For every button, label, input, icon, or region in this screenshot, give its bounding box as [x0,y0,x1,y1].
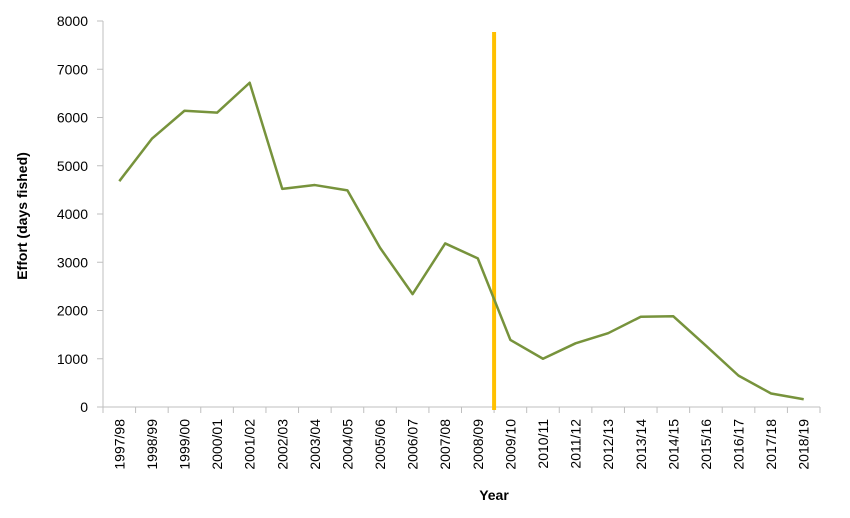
y-tick-label: 0 [80,399,88,415]
x-axis-title: Year [479,487,509,503]
x-tick-label: 2006/07 [405,419,421,470]
x-tick-label: 1997/98 [111,419,127,470]
y-tick-label: 5000 [57,158,88,174]
x-tick-label: 2011/12 [568,419,584,469]
x-tick-label: 2008/09 [470,419,486,470]
x-tick-label: 2005/06 [372,419,388,470]
x-tick-label: 2009/10 [502,419,518,470]
series-group [118,81,804,401]
x-tick-label: 2014/15 [665,419,681,470]
x-tick-label: 2003/04 [307,419,323,470]
x-axis-ticks: 1997/98 1998/99 1999/00 2000/01 2001/02 2002/… [102,407,821,470]
y-tick-label: 6000 [57,110,88,126]
x-tick-label: 2018/19 [796,419,812,470]
y-tick-label: 7000 [57,61,88,77]
x-tick-label: 2010/11 [535,419,551,469]
x-tick-label: 2004/05 [339,419,355,470]
y-axis-ticks: 0 1000 2000 3000 4000 5000 6000 7000 8000 [57,13,103,415]
axes [102,21,820,408]
x-tick-label: 2016/17 [731,419,747,470]
x-tick-label: 2002/03 [274,419,290,470]
x-tick-label: 2001/02 [242,419,258,470]
x-tick-label: 2017/18 [763,419,779,470]
x-tick-label: 1998/99 [144,419,160,470]
y-tick-label: 8000 [57,13,88,29]
y-tick-label: 4000 [57,206,88,222]
y-tick-label: 2000 [57,303,88,319]
x-tick-label: 2000/01 [209,419,225,470]
x-tick-label: 1999/00 [176,419,192,470]
y-tick-label: 3000 [57,254,88,270]
x-tick-label: 2015/16 [698,419,714,470]
x-tick-label: 2007/08 [437,419,453,470]
x-tick-label: 2012/13 [600,419,616,470]
series-line [118,81,804,401]
y-axis-title: Effort (days fished) [14,152,30,280]
y-tick-label: 1000 [57,351,88,367]
x-tick-label: 2013/14 [633,419,649,470]
